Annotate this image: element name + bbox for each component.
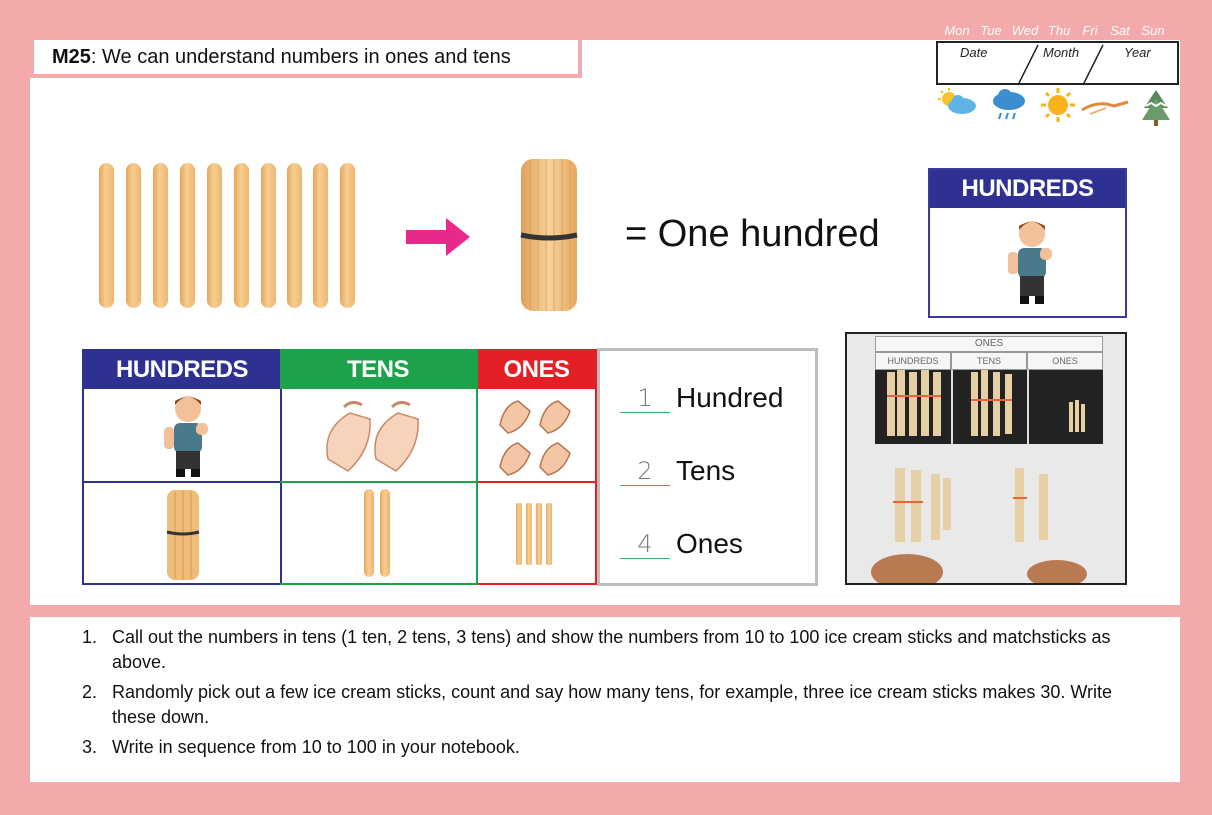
month-field-label: Month: [1043, 45, 1080, 60]
day-sun[interactable]: Sun: [1141, 23, 1165, 38]
matchstick: [516, 503, 522, 565]
instruction-item: 1. Call out the numbers in tens (1 ten, 2…: [78, 625, 1148, 675]
ice-cream-stick: [126, 163, 141, 308]
instruction-text: Randomly pick out a few ice cream sticks…: [112, 682, 1113, 727]
ones-answer-field[interactable]: 4: [620, 530, 670, 559]
hundreds-card-header: HUNDREDS: [930, 170, 1125, 208]
photo-header: ONES: [875, 336, 1103, 352]
ice-cream-stick: [287, 163, 302, 308]
tens-answer-row: 2 Tens: [620, 456, 735, 486]
instruction-number: 1.: [82, 627, 98, 647]
boy-icon: [1008, 221, 1052, 304]
matchstick: [546, 503, 552, 565]
photo-col-hundreds: HUNDREDS: [875, 352, 951, 370]
matchstick: [536, 503, 542, 565]
instruction-item: 3. Write in sequence from 10 to 100 in yo…: [78, 735, 1148, 760]
day-thu[interactable]: Thu: [1047, 23, 1071, 38]
instruction-text: Call out the numbers in tens (1 ten, 2 t…: [112, 627, 1111, 672]
snowy-tree-icon[interactable]: [1140, 88, 1172, 128]
hundreds-answer-label: Hundred: [676, 382, 784, 413]
instruction-number: 2.: [82, 682, 98, 702]
ice-cream-stick: [99, 163, 114, 308]
day-tue[interactable]: Tue: [980, 23, 1002, 38]
boy-icon: [164, 396, 208, 477]
ones-header: ONES: [478, 351, 595, 389]
ice-cream-stick: [180, 163, 195, 308]
stick-bundle-icon: [166, 490, 200, 580]
hundreds-column: HUNDREDS: [82, 349, 282, 585]
lesson-title-text: : We can understand numbers in ones and …: [90, 45, 511, 68]
weekday-row: Mon Tue Wed Thu Fri Sat Sun: [940, 23, 1170, 38]
instruction-list: 1. Call out the numbers in tens (1 ten, 2…: [78, 625, 1148, 765]
wind-icon[interactable]: [1080, 96, 1130, 118]
arrow-right-icon: [406, 218, 470, 256]
day-sat[interactable]: Sat: [1110, 23, 1130, 38]
photo-col-ones: ONES: [1027, 352, 1103, 370]
ice-cream-stick: [313, 163, 328, 308]
year-field-label: Year: [1124, 45, 1151, 60]
ones-answer-row: 4 Ones: [620, 529, 743, 559]
ones-answer-label: Ones: [676, 528, 743, 559]
clapping-hands-icon: [326, 400, 419, 472]
activity-photo: ONES HUNDREDS TENS ONES: [845, 332, 1127, 585]
matchstick: [526, 503, 532, 565]
instruction-item: 2. Randomly pick out a few ice cream stic…: [78, 680, 1148, 730]
hundreds-answer-field[interactable]: 1: [620, 384, 670, 413]
rain-cloud-icon[interactable]: [991, 88, 1027, 128]
instruction-text: Write in sequence from 10 to 100 in your…: [112, 737, 520, 757]
ones-column: ONES: [478, 349, 597, 585]
snapping-fingers-icon: [499, 400, 571, 476]
date-dividers: [1017, 44, 1104, 86]
partly-cloudy-icon[interactable]: [938, 88, 978, 120]
stick-bundle-icon: [520, 159, 578, 311]
ice-cream-stick: [153, 163, 168, 308]
hundreds-answer-row: 1 Hundred: [620, 383, 783, 413]
instructions-panel: [30, 617, 1180, 782]
equals-one-hundred: = One hundred: [625, 213, 880, 255]
instruction-number: 3.: [82, 737, 98, 757]
ice-cream-stick: [380, 489, 390, 577]
photo-sticks: [871, 370, 1087, 583]
sun-icon[interactable]: [1041, 88, 1077, 124]
date-entry-box[interactable]: Date Month Year: [936, 41, 1179, 86]
lesson-title: M25 : We can understand numbers in ones …: [30, 40, 582, 78]
ice-cream-stick: [207, 163, 222, 308]
answer-box: 1 Hundred 2 Tens 4 Ones: [597, 348, 818, 586]
ice-cream-stick: [340, 163, 355, 308]
tens-header: TENS: [280, 351, 476, 389]
ice-cream-stick: [234, 163, 249, 308]
tens-column: TENS: [280, 349, 478, 585]
hundreds-card: HUNDREDS: [928, 168, 1127, 318]
day-mon[interactable]: Mon: [944, 23, 970, 38]
hundreds-header: HUNDREDS: [84, 351, 280, 389]
date-field-label: Date: [960, 45, 988, 60]
day-wed[interactable]: Wed: [1011, 23, 1039, 38]
day-fri[interactable]: Fri: [1082, 23, 1098, 38]
tens-answer-field[interactable]: 2: [620, 457, 670, 486]
photo-col-tens: TENS: [951, 352, 1027, 370]
lesson-code: M25: [52, 45, 91, 68]
ice-cream-stick: [364, 489, 374, 577]
ice-cream-stick: [261, 163, 276, 308]
tens-answer-label: Tens: [676, 455, 736, 486]
